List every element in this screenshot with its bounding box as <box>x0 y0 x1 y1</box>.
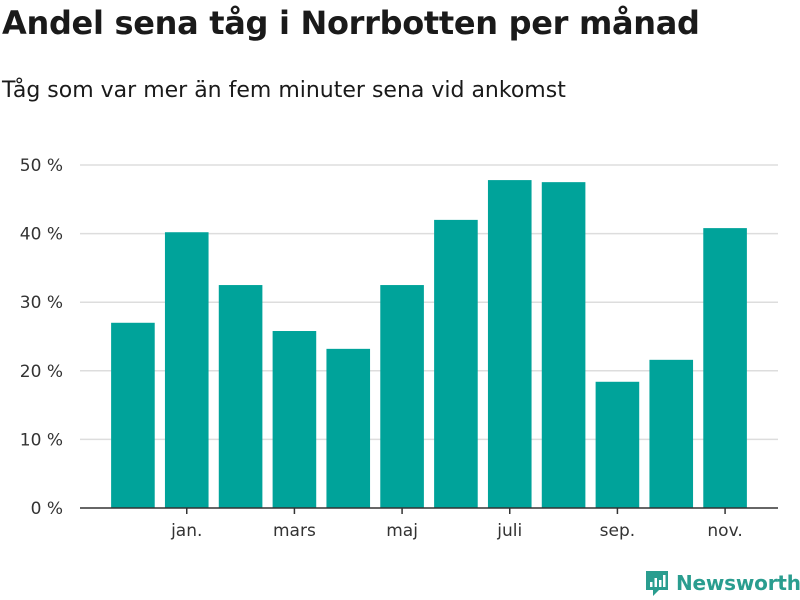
bar-sep <box>595 381 640 508</box>
bar-dec <box>111 322 155 508</box>
y-tick-label: 30 % <box>20 293 63 313</box>
y-tick-label: 20 % <box>20 362 63 382</box>
brand-name: Newsworthy <box>676 571 800 595</box>
bar-aug <box>541 182 586 508</box>
x-tick-label: juli <box>496 521 522 541</box>
x-tick-label: jan. <box>170 521 202 541</box>
bar-jan <box>164 232 209 508</box>
bar-nov <box>703 228 747 508</box>
bar-juli <box>487 180 532 509</box>
y-tick-label: 50 % <box>20 156 63 176</box>
bar-juni <box>434 219 478 508</box>
x-tick-label: nov. <box>707 521 742 541</box>
y-tick-label: 10 % <box>20 430 63 450</box>
bar-okt <box>649 359 694 508</box>
x-tick-label: sep. <box>600 521 636 541</box>
brand-logo: Newsworthy <box>644 568 800 598</box>
y-tick-label: 40 % <box>20 225 63 245</box>
bars <box>111 180 747 509</box>
newsworthy-logo-icon <box>646 571 668 596</box>
x-tick-label: mars <box>273 521 316 541</box>
x-axis: jan. mars maj juli sep. nov. <box>80 507 778 541</box>
y-axis-ticks: 0 % 10 % 20 % 30 % 40 % 50 % <box>20 156 63 519</box>
chart-title: Andel sena tåg i Norrbotten per månad <box>2 4 700 42</box>
y-tick-label: 0 % <box>31 499 63 519</box>
bar-apr <box>326 348 371 508</box>
chart-subtitle: Tåg som var mer än fem minuter sena vid … <box>2 78 566 103</box>
bar-mars <box>272 331 317 508</box>
bar-feb <box>218 285 263 508</box>
bar-maj <box>380 285 424 508</box>
x-tick-label: maj <box>386 521 418 541</box>
